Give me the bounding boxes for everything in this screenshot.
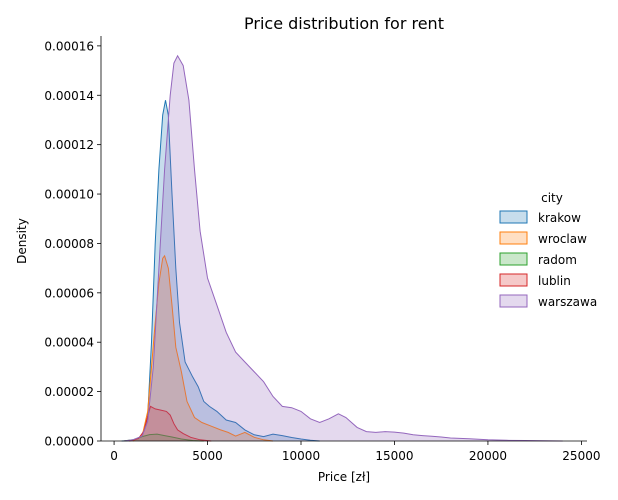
- legend-label-lublin: lublin: [538, 274, 571, 288]
- legend-label-warszawa: warszawa: [538, 295, 597, 309]
- y-axis: 0.00000 0.00002 0.00004 0.00006 0.00008 0.000…: [44, 36, 102, 449]
- x-tick-label: 25000: [562, 449, 600, 463]
- y-tick-label: 0.00002: [44, 385, 94, 399]
- legend-label-krakow: krakow: [538, 211, 581, 225]
- y-tick-label: 0.00000: [44, 435, 94, 449]
- legend-label-wroclaw: wroclaw: [538, 232, 587, 246]
- legend-swatch-warszawa: [499, 294, 528, 308]
- area-warszawa: [123, 55, 563, 442]
- area-lublin: [129, 406, 212, 441]
- chart-title: Price distribution for rent: [244, 14, 444, 33]
- x-axis: 0 5000 10000 15000 20000 25000: [101, 440, 600, 463]
- x-tick-label: 10000: [282, 449, 320, 463]
- x-axis-label: Price [zł]: [318, 470, 370, 484]
- y-tick-label: 0.00008: [44, 237, 94, 251]
- x-tick-label: 15000: [375, 449, 413, 463]
- line-krakow: [121, 100, 320, 442]
- area-wroclaw: [132, 255, 273, 441]
- x-tick-label: 20000: [469, 449, 507, 463]
- density-areas: [121, 54, 563, 442]
- legend: city krakow wroclaw radom lublin warszawa: [499, 191, 597, 309]
- y-tick-label: 0.00012: [44, 138, 94, 152]
- y-tick-label: 0.00016: [44, 39, 94, 53]
- legend-swatch-lublin: [499, 273, 528, 287]
- line-warszawa: [123, 54, 563, 442]
- y-axis-label: Density: [15, 218, 29, 264]
- legend-title: city: [541, 191, 563, 205]
- y-tick-label: 0.00006: [44, 286, 94, 300]
- line-wroclaw: [132, 254, 274, 442]
- y-tick-label: 0.00010: [44, 188, 94, 202]
- legend-label-radom: radom: [538, 253, 577, 267]
- legend-swatch-krakow: [499, 210, 528, 224]
- area-radom: [123, 434, 204, 441]
- y-tick-label: 0.00014: [44, 89, 94, 103]
- x-tick-label: 0: [110, 449, 118, 463]
- line-lublin: [128, 405, 212, 442]
- legend-swatch-radom: [499, 252, 528, 266]
- y-tick-label: 0.00004: [44, 336, 94, 350]
- x-tick-label: 5000: [192, 449, 223, 463]
- legend-swatch-wroclaw: [499, 231, 528, 245]
